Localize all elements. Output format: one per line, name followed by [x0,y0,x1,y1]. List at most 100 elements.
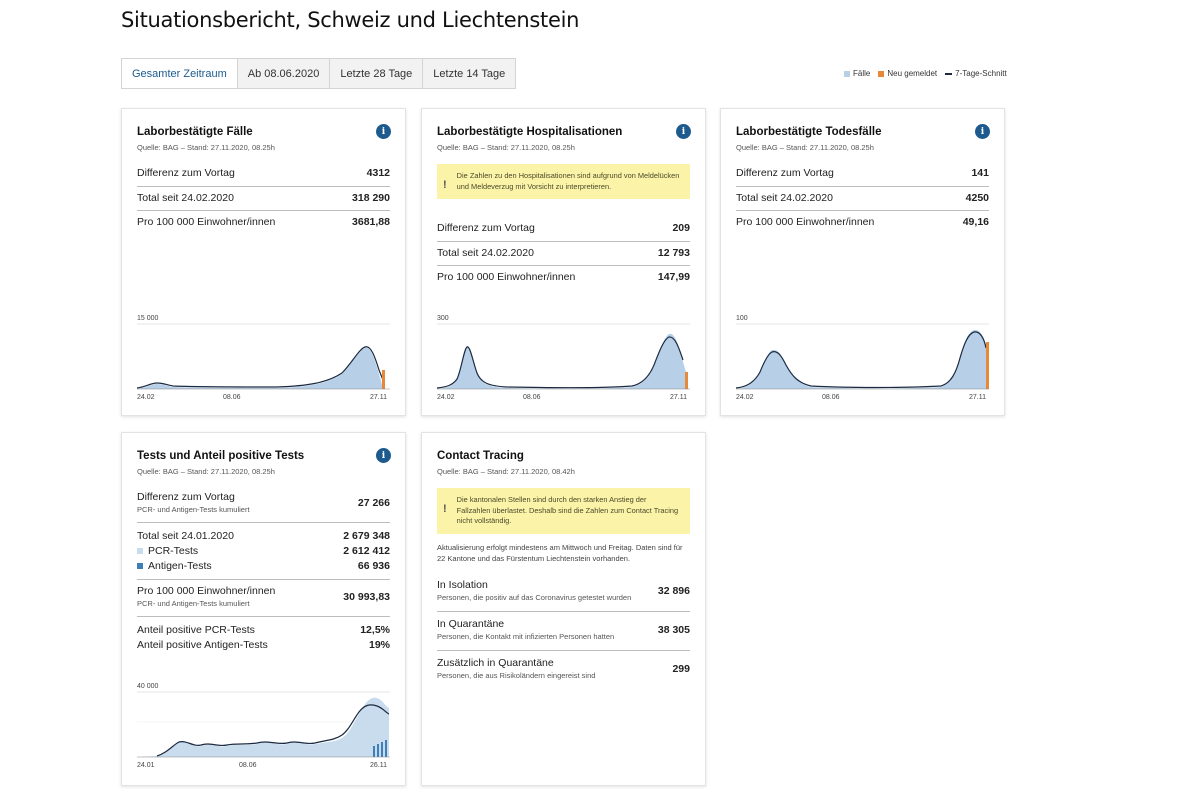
row-anteil-antigen: Anteil positive Antigen-Tests 19% [137,639,390,651]
row-zusaetzlich-quarantaene: Zusätzlich in Quarantäne Personen, die a… [437,657,690,681]
row-differenz: Differenz zum Vortag 141 [736,167,989,179]
info-icon[interactable]: i [376,448,391,463]
seven-day-avg-line [136,346,384,389]
card-title: Tests und Anteil positive Tests [137,450,305,462]
chart-ymax-label: 100 [736,315,748,322]
tab-letzte-28-tage[interactable]: Letzte 28 Tage [330,58,424,89]
tab-gesamter-zeitraum[interactable]: Gesamter Zeitraum [121,58,238,89]
row-value: 12 793 [657,247,690,259]
chart-tod-svg: 100 24.02 08.06 27.11 [735,315,989,401]
time-range-tabs: Gesamter Zeitraum Ab 08.06.2020 Letzte 2… [121,58,517,89]
row-label-group: Zusätzlich in Quarantäne Personen, die a… [437,657,595,681]
antigen-bar [373,746,375,757]
row-label: Zusätzlich in Quarantäne [437,657,554,669]
row-pro-100000: Pro 100 000 Einwohner/innen PCR- und Ant… [137,585,390,609]
row-pro-100000: Pro 100 000 Einwohner/innen 49,16 [736,216,989,228]
chart-faelle-svg: 15 000 24.02 08.06 27.11 [136,315,390,401]
row-label: Pro 100 000 Einwohner/innen [137,216,276,228]
tick-mid: 08.06 [523,394,541,401]
hosp-area [437,333,686,389]
chart-tests: 40 000 24.01 08.06 26.11 [137,680,392,770]
new-reports-bar [382,370,385,389]
deaths-area [736,329,988,389]
warning-text: Die Zahlen zu den Hospitalisationen sind… [456,171,680,191]
divider [137,186,390,187]
row-label-group: Antigen-Tests [137,560,212,572]
info-icon[interactable]: i [676,124,691,139]
legend-7-tage-schnitt: 7-Tage-Schnitt [945,69,1007,78]
tab-ab-08-06-2020[interactable]: Ab 08.06.2020 [237,58,331,89]
row-pro-100000: Pro 100 000 Einwohner/innen 147,99 [437,271,690,283]
card-laborbestaetigte-faelle: Laborbestätigte Fälle i Quelle: BAG – St… [121,108,406,416]
new-reports-bar [685,372,688,389]
divider [137,522,390,523]
tick-end: 27.11 [670,394,687,401]
row-label: Anteil positive PCR-Tests [137,624,255,636]
row-label: Differenz zum Vortag [437,222,535,234]
row-label: In Isolation [437,579,488,591]
divider [137,210,390,211]
row-sublabel: Personen, die positiv auf das Coronaviru… [437,593,632,602]
row-label: Total seit 24.02.2020 [736,192,833,204]
row-differenz: Differenz zum Vortag 209 [437,222,690,234]
tick-start: 24.02 [137,394,155,401]
chart-hospitalisationen: 300 24.02 08.06 27.11 [436,312,692,402]
card-hospitalisationen: Laborbestätigte Hospitalisationen i Quel… [421,108,706,416]
info-icon[interactable]: i [975,124,990,139]
row-value: 30 993,83 [343,591,390,603]
row-label: Differenz zum Vortag [736,167,834,179]
card-title: Contact Tracing [437,450,524,462]
tick-end: 26.11 [370,762,387,769]
warning-icon: ! [443,503,447,515]
warning-box: ! Die Zahlen zu den Hospitalisationen si… [437,164,690,200]
row-label: Total seit 24.02.2020 [137,192,234,204]
info-icon[interactable]: i [376,124,391,139]
legend-neu-gemeldet: Neu gemeldet [878,69,937,78]
new-reports-bar [986,342,989,389]
card-title: Laborbestätigte Hospitalisationen [437,126,623,138]
card-source: Quelle: BAG – Stand: 27.11.2020, 08.42h [437,467,575,476]
row-pcr-tests: PCR-Tests 2 612 412 [137,545,390,557]
cases-area [137,347,383,389]
row-label: Total seit 24.02.2020 [437,247,534,259]
row-value: 4312 [366,167,390,179]
row-label-group: In Quarantäne Personen, die Kontakt mit … [437,618,614,642]
row-antigen-tests: Antigen-Tests 66 936 [137,560,390,572]
pcr-swatch [137,548,143,555]
divider [137,616,390,617]
seven-day-avg-line [436,336,684,389]
row-label: In Quarantäne [437,618,505,630]
page-title: Situationsbericht, Schweiz und Liechtens… [121,8,580,32]
legend-faelle-swatch [844,70,850,77]
card-title: Laborbestätigte Fälle [137,126,253,138]
warning-text: Die kantonalen Stellen sind durch den st… [456,495,679,526]
row-value: 4250 [965,192,989,204]
chart-ymax-label: 15 000 [137,315,159,322]
row-value: 32 896 [657,585,690,597]
row-label: Pro 100 000 Einwohner/innen [736,216,875,228]
tab-letzte-14-tage[interactable]: Letzte 14 Tage [423,58,517,89]
divider [437,650,690,651]
row-label-group: In Isolation Personen, die positiv auf d… [437,579,631,603]
legend-faelle-label: Fälle [853,69,871,78]
antigen-swatch [137,563,143,570]
chart-tests-svg: 40 000 24.01 08.06 26.11 [137,683,390,769]
card-todesfaelle: Laborbestätigte Todesfälle i Quelle: BAG… [720,108,1005,416]
row-sublabel: PCR- und Antigen-Tests kumuliert [137,599,250,608]
row-in-isolation: In Isolation Personen, die positiv auf d… [437,579,690,603]
row-label-group: PCR-Tests [137,545,198,557]
chart-ymax-label: 300 [437,315,449,322]
antigen-bars [373,740,387,757]
row-label-group: Differenz zum Vortag PCR- und Antigen-Te… [137,491,250,515]
warning-icon: ! [443,179,447,191]
row-total: Total seit 24.02.2020 12 793 [437,247,690,259]
row-sublabel: Personen, die Kontakt mit infizierten Pe… [437,632,615,641]
row-value: 209 [672,222,690,234]
tick-start: 24.01 [137,762,155,769]
row-pro-100000: Pro 100 000 Einwohner/innen 3681,88 [137,216,390,228]
row-differenz: Differenz zum Vortag PCR- und Antigen-Te… [137,491,390,515]
row-value: 318 290 [352,192,390,204]
divider [736,210,989,211]
warning-box: ! Die kantonalen Stellen sind durch den … [437,488,690,535]
tick-mid: 08.06 [239,762,257,769]
